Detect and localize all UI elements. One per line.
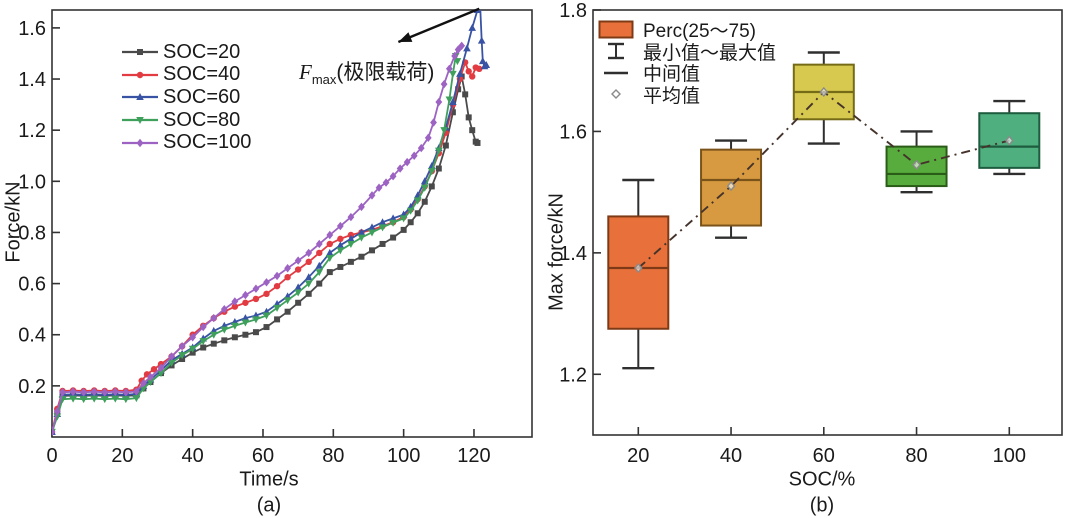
mean-marker bbox=[726, 180, 736, 192]
box-chart-panel-b: 20 40 60 80 100 1.2 1.4 1.6 1.8 bbox=[559, 0, 1063, 467]
y-tick-label: 1.8 bbox=[559, 0, 587, 22]
legend-item-box-swatch: Perc(25～75) bbox=[598, 19, 776, 43]
y-tick-label: 1.0 bbox=[18, 171, 46, 193]
minmax-whisker-icon bbox=[608, 43, 624, 60]
mean-marker bbox=[633, 262, 643, 274]
legend-line-marker-icon bbox=[122, 138, 158, 147]
x-axis-label-a: Time/s bbox=[239, 468, 299, 491]
legend-line-marker-icon bbox=[122, 49, 158, 56]
mean-marker bbox=[819, 86, 829, 98]
plot-frame-a bbox=[51, 9, 533, 438]
mean-marker-icon bbox=[611, 89, 621, 100]
x-tick-label: 40 bbox=[720, 445, 742, 467]
legend-line-marker-icon bbox=[122, 93, 158, 101]
y-axis-label-a: Force/kN bbox=[2, 181, 25, 263]
legend-item-soc-80: SOC=80 bbox=[121, 109, 251, 132]
mean-marker bbox=[1004, 135, 1014, 146]
y-tick-label: 1.4 bbox=[18, 69, 46, 91]
x-axis-ticks-a: 0 20 40 60 80 100 120 bbox=[46, 429, 491, 467]
legend-label: 中间值 bbox=[643, 64, 701, 86]
legend-item-median-line: 中间值 bbox=[598, 62, 776, 86]
fmax-annotation: Fmax(极限载荷) bbox=[299, 56, 434, 87]
x-tick-label: 20 bbox=[627, 445, 649, 467]
median-line-icon bbox=[604, 71, 628, 74]
legend-label: SOC=40 bbox=[163, 63, 241, 86]
legend-panel-a: SOC=20 SOC=40 SOC=60 SOC=80 SOC=100 bbox=[121, 41, 251, 154]
legend-label: SOC=80 bbox=[163, 108, 241, 131]
y-axis-ticks-a: 0.2 0.4 0.6 0.8 1.0 1.2 1.4 1.6 bbox=[18, 18, 60, 398]
x-tick-label: 120 bbox=[457, 445, 490, 467]
x-tick-label: 100 bbox=[387, 445, 420, 467]
box-swatch-icon bbox=[598, 20, 634, 39]
legend-label: Perc(25～75) bbox=[643, 21, 756, 43]
mean-marker bbox=[912, 159, 921, 170]
x-tick-label: 20 bbox=[111, 445, 133, 467]
legend-label: 最小值～最大值 bbox=[643, 42, 777, 64]
legend-label: SOC=60 bbox=[163, 85, 241, 108]
y-tick-label: 1.2 bbox=[18, 120, 46, 142]
x-tick-label: 60 bbox=[813, 445, 835, 467]
x-tick-label: 0 bbox=[46, 445, 57, 467]
line-chart-panel-a: 0 20 40 60 80 100 120 0.2 0.4 0.6 0.8 1.0 1.2 1.4 1.6 bbox=[18, 7, 533, 467]
boxplot-soc-20 bbox=[607, 178, 670, 370]
y-tick-label: 1.4 bbox=[559, 243, 587, 265]
fmax-symbol: F bbox=[299, 60, 312, 84]
legend-label: SOC=100 bbox=[163, 131, 252, 154]
y-tick-label: 1.2 bbox=[559, 364, 587, 386]
legend-item-soc-20: SOC=20 bbox=[121, 41, 251, 64]
legend-item-soc-40: SOC=40 bbox=[121, 63, 251, 87]
y-axis-label-b: Max force/kN bbox=[545, 193, 568, 311]
legend-item-soc-60: SOC=60 bbox=[121, 86, 251, 109]
series-soc-100 bbox=[52, 41, 466, 437]
legend-item-minmax-whisker: 最小值～最大值 bbox=[598, 41, 777, 64]
y-tick-label: 0.4 bbox=[18, 325, 46, 347]
legend-line-marker-icon bbox=[122, 71, 158, 79]
y-tick-label: 0.6 bbox=[18, 274, 46, 296]
x-tick-label: 100 bbox=[993, 445, 1026, 467]
panel-label-b: (b) bbox=[809, 494, 835, 517]
fmax-subscript: max bbox=[311, 72, 337, 88]
fmax-arrow bbox=[397, 7, 480, 44]
x-axis-label-b: SOC/% bbox=[788, 468, 856, 491]
y-tick-label: 0.8 bbox=[18, 222, 46, 244]
plot-frame-b bbox=[592, 9, 1063, 436]
boxplot-soc-80 bbox=[885, 130, 948, 194]
legend-panel-b: Perc(25～75) 最小值～最大值 中间值 平均值 bbox=[598, 19, 777, 107]
legend-item-mean-marker: 平均值 bbox=[598, 84, 776, 107]
x-tick-label: 40 bbox=[182, 445, 204, 467]
fmax-cn-text: (极限载荷) bbox=[336, 61, 435, 84]
x-tick-label: 60 bbox=[252, 445, 274, 467]
series-soc-80 bbox=[52, 53, 462, 436]
y-tick-label: 0.2 bbox=[18, 376, 46, 398]
y-tick-label: 1.6 bbox=[559, 121, 587, 143]
panel-label-a: (a) bbox=[256, 494, 282, 517]
boxplot-soc-40 bbox=[700, 139, 763, 239]
legend-label: SOC=20 bbox=[163, 40, 241, 63]
legend-item-soc-100: SOC=100 bbox=[121, 131, 251, 154]
boxplot-soc-60 bbox=[792, 51, 855, 145]
y-axis-ticks-b: 1.2 1.4 1.6 1.8 bbox=[559, 0, 601, 386]
legend-line-marker-icon bbox=[122, 117, 158, 125]
y-tick-label: 1.6 bbox=[18, 18, 46, 40]
x-axis-ticks-b: 20 40 60 80 100 bbox=[627, 427, 1026, 467]
x-tick-label: 80 bbox=[905, 445, 927, 467]
x-tick-label: 80 bbox=[322, 445, 344, 467]
series-soc-40 bbox=[52, 59, 483, 436]
series-soc-20 bbox=[52, 73, 481, 435]
legend-label: 平均值 bbox=[643, 85, 701, 107]
